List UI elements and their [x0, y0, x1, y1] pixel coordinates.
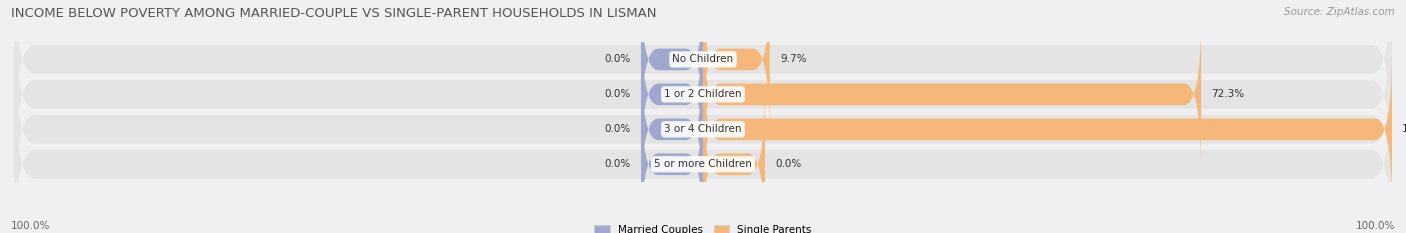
- FancyBboxPatch shape: [703, 88, 765, 233]
- FancyBboxPatch shape: [641, 18, 703, 171]
- FancyBboxPatch shape: [703, 0, 770, 136]
- Text: Source: ZipAtlas.com: Source: ZipAtlas.com: [1284, 7, 1395, 17]
- Text: 72.3%: 72.3%: [1212, 89, 1244, 99]
- FancyBboxPatch shape: [641, 0, 703, 136]
- Text: 0.0%: 0.0%: [605, 124, 631, 134]
- Text: 0.0%: 0.0%: [605, 89, 631, 99]
- Text: 0.0%: 0.0%: [605, 55, 631, 64]
- Text: 5 or more Children: 5 or more Children: [654, 159, 752, 169]
- FancyBboxPatch shape: [641, 53, 703, 206]
- Text: 1 or 2 Children: 1 or 2 Children: [664, 89, 742, 99]
- Text: 0.0%: 0.0%: [775, 159, 801, 169]
- FancyBboxPatch shape: [14, 39, 1392, 220]
- Text: 100.0%: 100.0%: [1402, 124, 1406, 134]
- Text: 9.7%: 9.7%: [780, 55, 807, 64]
- FancyBboxPatch shape: [703, 18, 1201, 171]
- FancyBboxPatch shape: [14, 4, 1392, 185]
- Legend: Married Couples, Single Parents: Married Couples, Single Parents: [591, 221, 815, 233]
- FancyBboxPatch shape: [14, 74, 1392, 233]
- Text: 3 or 4 Children: 3 or 4 Children: [664, 124, 742, 134]
- Text: 100.0%: 100.0%: [1355, 221, 1395, 231]
- Text: 0.0%: 0.0%: [605, 159, 631, 169]
- Text: INCOME BELOW POVERTY AMONG MARRIED-COUPLE VS SINGLE-PARENT HOUSEHOLDS IN LISMAN: INCOME BELOW POVERTY AMONG MARRIED-COUPL…: [11, 7, 657, 20]
- FancyBboxPatch shape: [703, 53, 1392, 206]
- FancyBboxPatch shape: [641, 88, 703, 233]
- Text: 100.0%: 100.0%: [11, 221, 51, 231]
- Text: No Children: No Children: [672, 55, 734, 64]
- FancyBboxPatch shape: [14, 0, 1392, 150]
